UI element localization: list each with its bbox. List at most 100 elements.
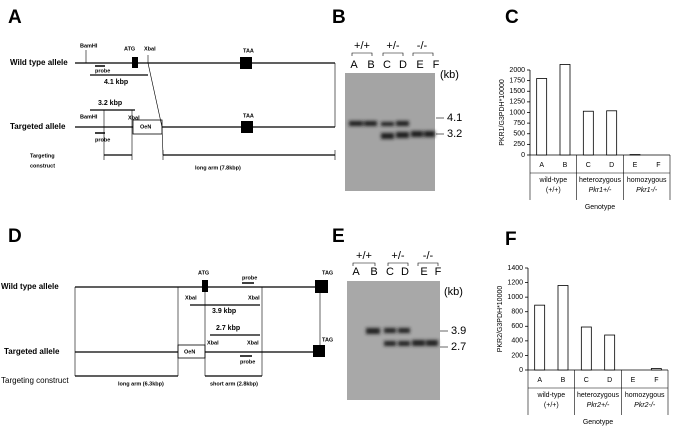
size-label: 3.9 [451, 325, 466, 337]
y-tick-label: 250 [513, 141, 525, 148]
fragment-label: 3.2 kbp [98, 100, 122, 107]
exon [240, 57, 252, 69]
site-label: XbaI [247, 340, 259, 346]
panel-a: A Wild type allele BamHI ATG XbaI TAA pr… [8, 7, 336, 171]
exon [241, 121, 253, 133]
y-tick-label: 1750 [509, 77, 525, 84]
exon [132, 57, 138, 68]
size-label: 4.1 [447, 112, 462, 124]
site-label: XbaI [207, 340, 219, 346]
x-tick-label: E [633, 162, 638, 169]
allele-label: Targeted allele [10, 122, 66, 131]
guide-lines [103, 62, 336, 160]
lane-label: C [386, 266, 394, 278]
lane-label: E [420, 266, 427, 278]
neo-label: OeN [140, 124, 151, 130]
guide-lines [74, 287, 321, 376]
y-tick-label: 0 [519, 367, 523, 374]
size-label: 2.7 [451, 341, 466, 353]
lane-label: F [435, 266, 442, 278]
exon [313, 345, 325, 357]
y-tick-label: 800 [511, 309, 523, 316]
y-tick-label: 1000 [507, 294, 523, 301]
panel-letter: A [8, 7, 22, 28]
brackets [352, 262, 439, 266]
y-tick-label: 1400 [507, 265, 523, 272]
x-tick-label: F [656, 162, 660, 169]
lane-label: A [350, 59, 358, 71]
exon [315, 280, 328, 293]
genotype-label: +/+ [354, 40, 370, 52]
y-tick-label: 750 [513, 120, 525, 127]
genotype-label: +/+ [356, 250, 372, 262]
panel-letter: C [505, 7, 519, 28]
x-tick-label: F [654, 377, 658, 384]
x-tick-label: C [586, 162, 591, 169]
site-label: XbaI [128, 115, 140, 121]
construct-label: Targeting [30, 153, 55, 159]
bar [557, 285, 569, 371]
lane-label: F [433, 59, 440, 71]
panel-letter: D [8, 226, 22, 247]
x-tick-label: A [537, 377, 542, 384]
lane-label: E [416, 59, 423, 71]
probe-label: probe [95, 68, 110, 74]
x-tick-label: B [563, 162, 568, 169]
x-tick-label: A [539, 162, 544, 169]
lane-label: D [401, 266, 409, 278]
site-label: TAA [243, 48, 254, 54]
site-label: TAA [243, 113, 254, 119]
group-sublabel: Pkr1+/- [589, 187, 612, 194]
fragment-label: 2.7 kbp [216, 325, 240, 332]
size-label: 3.2 [447, 128, 462, 140]
panel-d: D Wild type allele ATG TAG probe XbaI Xb… [1, 226, 333, 387]
arm-label: long arm (7.8kbp) [195, 165, 241, 171]
group-label: homozygous [625, 392, 665, 399]
brackets [351, 52, 434, 56]
probe-label: probe [242, 275, 257, 281]
allele-label: Targeted allele [4, 347, 60, 356]
bar [604, 334, 616, 371]
probe-label: probe [95, 137, 110, 143]
lane-label: D [399, 59, 407, 71]
x-axis-label: Genotype [583, 419, 613, 426]
group-sublabel: (+/+) [546, 187, 561, 194]
site-label: XbaI [144, 46, 156, 52]
group-label: wild-type [537, 392, 566, 399]
unit-label: (kb) [444, 286, 463, 298]
site-label: XbaI [248, 295, 260, 301]
site-label: TAG [322, 337, 333, 343]
panel-b: B +/+ +/- -/- A B C D E F (kb) 4.1 3.2 [332, 7, 462, 191]
bar [650, 368, 662, 371]
allele-label: Wild type allele [10, 58, 68, 67]
genotype-label: +/- [391, 250, 404, 262]
x-tick-label: D [607, 377, 612, 384]
y-tick-label: 600 [511, 323, 523, 330]
y-tick-label: 1250 [509, 99, 525, 106]
site-label: BamHI [80, 114, 98, 120]
bands [349, 121, 435, 139]
panel-letter: B [332, 7, 346, 28]
x-tick-label: C [584, 377, 589, 384]
bar [582, 110, 594, 156]
bar [534, 304, 546, 371]
panel-letter: E [332, 226, 345, 247]
arm-label: short arm (2.8kbp) [210, 381, 258, 387]
y-tick-label: 1500 [509, 88, 525, 95]
group-label: wild-type [539, 177, 568, 184]
unit-label: (kb) [440, 69, 459, 81]
panel-letter: F [505, 229, 517, 250]
group-sublabel: Pkr2+/- [587, 402, 610, 409]
bands [366, 328, 438, 346]
allele-label: Wild type allele [1, 282, 59, 291]
panel-e: E +/+ +/- -/- A B C D E F (kb) 3.9 2.7 [332, 226, 466, 400]
y-axis-label: PKR2/G3PDH*10000 [497, 286, 504, 353]
x-tick-label: B [561, 377, 566, 384]
site-label: ATG [124, 46, 135, 52]
y-tick-label: 1000 [509, 109, 525, 116]
y-tick-label: 400 [511, 338, 523, 345]
exon [202, 280, 208, 292]
construct-label: construct [30, 163, 55, 169]
fragment-label: 3.9 kbp [212, 308, 236, 315]
